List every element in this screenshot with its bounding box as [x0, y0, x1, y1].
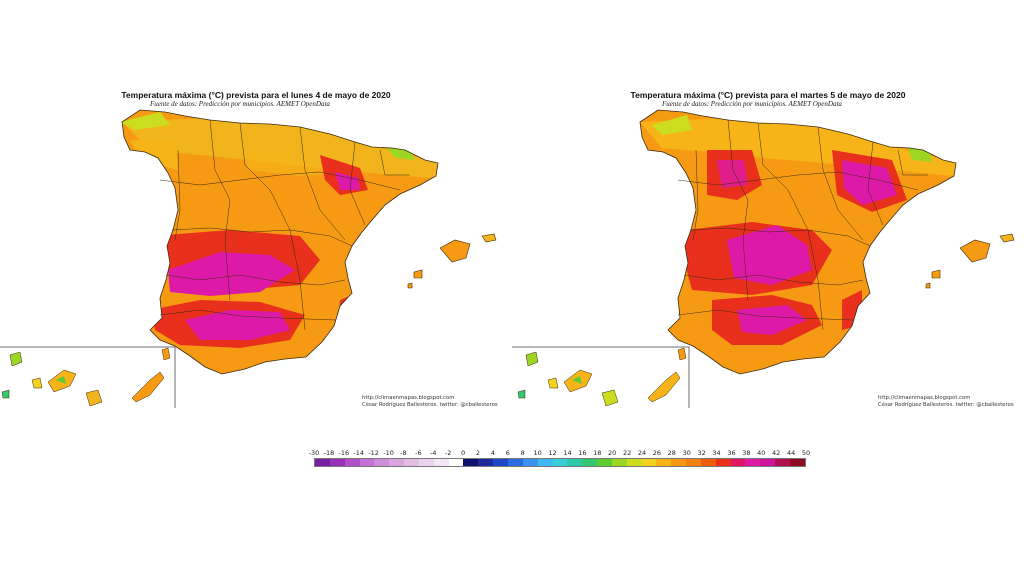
temperature-map: [512, 109, 1015, 408]
legend-swatch: [329, 459, 345, 466]
legend-label: -18: [323, 449, 335, 457]
legend-swatch: [448, 459, 464, 466]
legend-swatch: [790, 459, 805, 466]
map-source: Fuente de datos: Predicción por municipi…: [150, 100, 330, 108]
legend-label: 12: [548, 449, 557, 457]
balearic-islands: [925, 233, 1015, 289]
temperature-legend: -30 -18 -16 -14 -12 -10 -8 -6 -4 -2 0 2 4 6 8 10 12 14 16 1…: [309, 449, 810, 471]
canary-islands-inset: [0, 346, 176, 408]
legend-swatch: [641, 459, 657, 466]
legend-swatch: [730, 459, 746, 466]
legend-swatch: [671, 459, 687, 466]
legend-swatch: [567, 459, 583, 466]
legend-label: 40: [757, 449, 766, 457]
legend-swatch: [493, 459, 508, 466]
legend-swatch: [389, 459, 405, 466]
temperature-map: [0, 109, 497, 408]
legend-label: 22: [622, 449, 632, 457]
legend-swatch: [656, 459, 672, 466]
legend-label: -30: [308, 449, 320, 457]
legend-label: -8: [400, 449, 407, 457]
legend-swatch: [597, 459, 612, 466]
legend-label: 8: [520, 449, 525, 457]
legend-label: 18: [593, 449, 602, 457]
map-source: Fuente de datos: Predicción por municipi…: [662, 100, 842, 108]
legend-label: 38: [742, 449, 751, 457]
legend-label: 28: [667, 449, 676, 457]
legend-swatch: [463, 459, 479, 466]
legend-swatch: [537, 459, 553, 466]
legend-swatch: [700, 459, 716, 466]
legend-label: 4: [490, 449, 495, 457]
legend-label: -2: [444, 449, 452, 457]
balearic-islands: [407, 233, 497, 289]
legend-swatch: [522, 459, 538, 466]
map-panel-tuesday: Temperatura máxima (°C) prevista para el…: [512, 0, 1024, 576]
legend-label: -10: [383, 449, 394, 457]
legend-label: 6: [505, 449, 510, 457]
legend-swatch: [715, 459, 731, 466]
legend-label: -16: [338, 449, 350, 457]
credit-url: http://climaenmapas.blogspot.com: [362, 395, 455, 401]
legend-swatch: [418, 459, 434, 466]
legend-swatch: [478, 459, 494, 466]
legend-label: -4: [430, 449, 437, 457]
legend-swatch: [507, 459, 523, 466]
legend-label: 26: [652, 449, 662, 457]
legend-label: 50: [801, 449, 811, 457]
legend-swatch: [344, 459, 360, 466]
legend-label: 30: [682, 449, 691, 457]
legend-swatch: [611, 459, 627, 466]
credit-url: http://climaenmapas.blogspot.com: [878, 395, 971, 401]
legend-label: -6: [415, 449, 422, 457]
legend-swatch: [760, 459, 776, 466]
legend-swatch: [775, 459, 790, 466]
legend-label: 14: [563, 449, 572, 457]
legend-label: 36: [727, 449, 736, 457]
credit-author: César Rodríguez Ballesteros. twitter: @c…: [878, 402, 1014, 408]
peninsula-shading: [122, 110, 438, 374]
peninsula-shading: [640, 110, 956, 374]
legend-label: -14: [353, 449, 365, 457]
legend-swatch: [433, 459, 449, 466]
legend-label: 34: [712, 449, 721, 457]
legend-color-bar: [314, 458, 806, 467]
legend-swatch: [626, 459, 642, 466]
legend-swatch: [359, 459, 375, 466]
legend-swatch: [582, 459, 598, 466]
credit-author: César Rodríguez Ballesteros. twitter: @c…: [362, 402, 498, 408]
legend-label: 10: [533, 449, 542, 457]
legend-swatch: [686, 459, 701, 466]
canary-islands-inset: [512, 346, 690, 408]
province-borders: [159, 119, 410, 331]
legend-label: 16: [578, 449, 587, 457]
legend-label: -12: [368, 449, 379, 457]
map-panel-monday: Temperatura máxima (°C) prevista para el…: [0, 90, 498, 408]
map-title: Temperatura máxima (°C) prevista para el…: [630, 90, 906, 100]
legend-label: 32: [697, 449, 706, 457]
legend-swatch: [552, 459, 568, 466]
legend-swatch: [745, 459, 761, 466]
map-title: Temperatura máxima (°C) prevista para el…: [121, 90, 391, 100]
legend-label: 20: [608, 449, 617, 457]
legend-label: 44: [786, 449, 796, 457]
province-borders: [677, 119, 928, 331]
legend-label: 24: [637, 449, 647, 457]
legend-swatch: [374, 459, 390, 466]
legend-swatch: [404, 459, 419, 466]
legend-labels: -30 -18 -16 -14 -12 -10 -8 -6 -4 -2 0 2 4 6 8 10 12 14 16 1…: [309, 449, 810, 458]
legend-swatch: [315, 459, 330, 466]
legend-label: 0: [461, 449, 466, 457]
legend-label: 2: [475, 449, 481, 457]
legend-label: 42: [772, 449, 781, 457]
